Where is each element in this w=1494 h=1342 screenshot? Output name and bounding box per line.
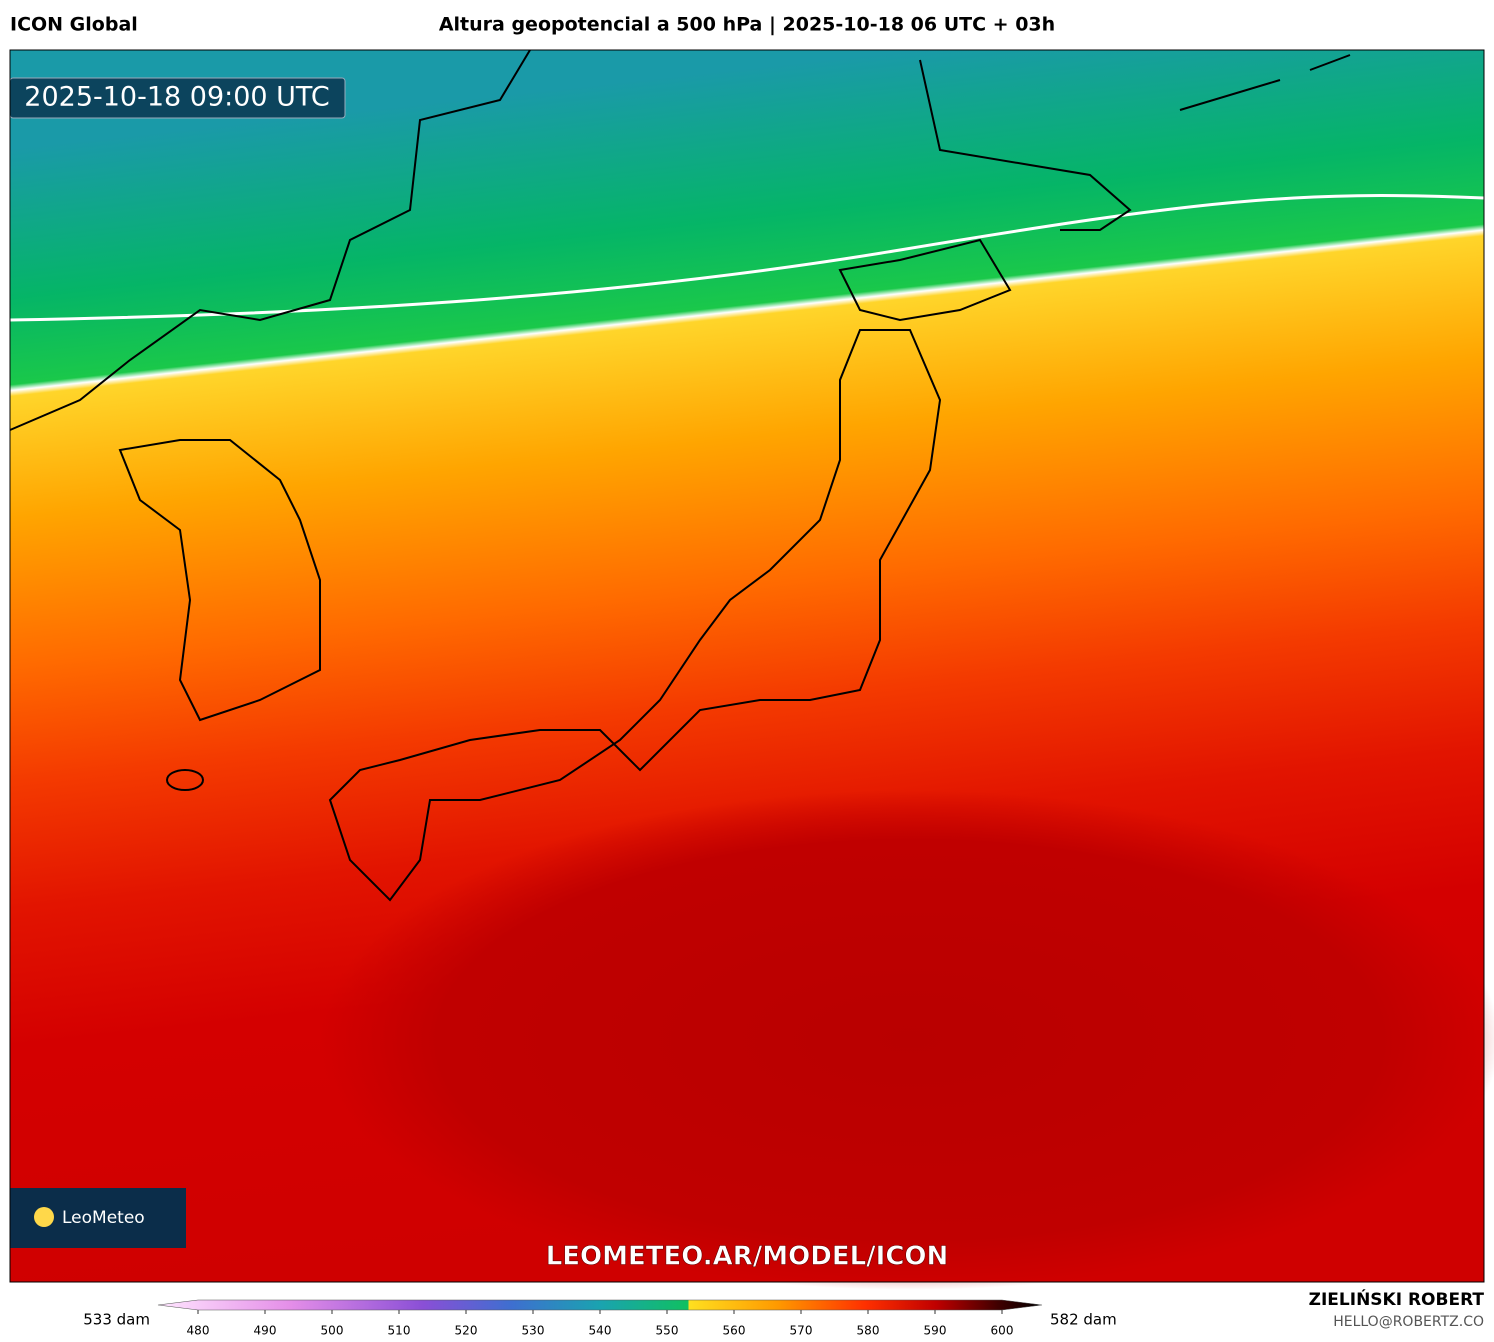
colorbar-tick-label: 510	[388, 1324, 411, 1338]
map-frame	[9, 49, 1485, 1283]
colorbar-tick-label: 600	[991, 1324, 1014, 1338]
colorbar-tick-label: 530	[522, 1324, 545, 1338]
email: HELLO@ROBERTZ.CO	[1333, 1314, 1484, 1330]
colorbar-tick-label: 490	[254, 1324, 277, 1338]
timestamp: 2025-10-18 09:00 UTC	[24, 82, 329, 113]
colorbar-tick-label: 550	[656, 1324, 679, 1338]
colorbar-tick-label: 520	[455, 1324, 478, 1338]
contour-line	[9, 194, 1485, 322]
coastlines	[9, 49, 1351, 902]
logo-text: LeoMeteo	[62, 1208, 145, 1228]
colorbar-tick-label: 500	[321, 1324, 344, 1338]
map-title: Altura geopotencial a 500 hPa | 2025-10-…	[439, 14, 1055, 36]
height-core	[320, 790, 1494, 1290]
colorbar-min-label: 533 dam	[83, 1311, 150, 1329]
watermark: LEOMETEO.AR/MODEL/ICON	[546, 1242, 949, 1272]
colorbar: 533 dam 582 dam 480 490 500 510 520 530 540 550…	[83, 1299, 1117, 1338]
colorbar-tick-label: 590	[924, 1324, 947, 1338]
author: ZIELIŃSKI ROBERT	[1309, 1288, 1485, 1310]
colorbar-tick-label: 540	[589, 1324, 612, 1338]
colorbar-tick-label: 580	[857, 1324, 880, 1338]
map: 2025-10-18 09:00 UTC LeoMeteo LEOMETEO.A…	[9, 49, 1494, 1290]
colorbar-bar	[157, 1299, 1043, 1311]
colorbar-max-label: 582 dam	[1050, 1311, 1117, 1329]
colorbar-tick-label: 570	[790, 1324, 813, 1338]
colorbar-tick-label: 480	[187, 1324, 210, 1338]
model-name: ICON Global	[10, 14, 138, 36]
colorbar-tick-label: 560	[723, 1324, 746, 1338]
logo-sun	[34, 1207, 54, 1227]
